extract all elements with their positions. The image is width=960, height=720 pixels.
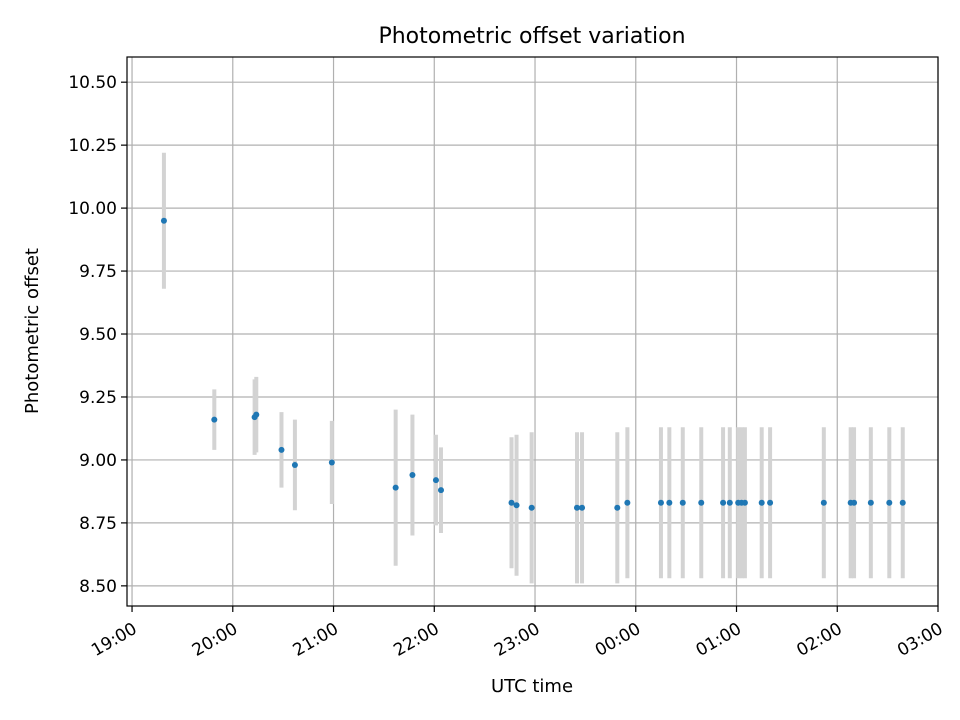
data-point: [624, 499, 631, 506]
x-tick-label: 21:00: [290, 619, 342, 661]
plot-frame: [126, 56, 939, 607]
data-point: [211, 416, 218, 423]
y-tick-label: 9.50: [79, 325, 117, 345]
y-tick-label: 9.25: [79, 388, 117, 408]
x-tick-label: 19:00: [88, 619, 140, 661]
y-axis: 8.50 8.75 9.00 9.25 9.50 9.75 10.00 10.25 10.50: [68, 73, 127, 597]
data-point: [573, 504, 580, 511]
data-points: [160, 217, 906, 511]
chart-title: Photometric offset variation: [378, 24, 685, 49]
data-point: [886, 499, 893, 506]
x-tick-label: 00:00: [592, 619, 644, 661]
data-point: [720, 499, 727, 506]
y-tick-label: 9.00: [79, 451, 117, 471]
data-point: [409, 472, 416, 479]
x-tick-label: 01:00: [693, 619, 745, 661]
data-point: [528, 504, 535, 511]
data-point: [278, 446, 285, 453]
data-point: [291, 461, 298, 468]
data-point: [820, 499, 827, 506]
data-point: [513, 502, 520, 509]
data-point: [392, 484, 399, 491]
data-point: [328, 459, 335, 466]
x-tick-label: 23:00: [491, 619, 543, 661]
data-point: [437, 487, 444, 494]
data-point: [679, 499, 686, 506]
data-point: [851, 499, 858, 506]
data-point: [698, 499, 705, 506]
data-point: [767, 499, 774, 506]
error-bars: [161, 152, 905, 584]
x-axis-label: UTC time: [491, 676, 573, 697]
data-point: [758, 499, 765, 506]
y-tick-label: 8.50: [79, 577, 117, 597]
y-tick-label: 8.75: [79, 514, 117, 534]
y-tick-label: 9.75: [79, 262, 117, 282]
y-tick-label: 10.50: [68, 73, 117, 93]
data-point: [867, 499, 874, 506]
data-point: [666, 499, 673, 506]
x-axis: 19:00 20:00 21:00 22:00 23:00 00:00 01:00 02:00…: [88, 606, 947, 661]
data-point: [579, 504, 586, 511]
data-point: [432, 477, 439, 484]
x-tick-label: 22:00: [390, 619, 442, 661]
data-point: [899, 499, 906, 506]
x-tick-label: 02:00: [793, 619, 845, 661]
data-point: [614, 504, 621, 511]
data-point: [508, 499, 515, 506]
data-point: [726, 499, 733, 506]
y-tick-label: 10.00: [68, 199, 117, 219]
data-point: [253, 411, 260, 418]
y-axis-label: Photometric offset: [22, 248, 43, 414]
x-tick-label: 20:00: [189, 619, 241, 661]
data-point: [657, 499, 664, 506]
data-point: [160, 217, 167, 224]
grid: [127, 57, 939, 606]
x-tick-label: 03:00: [894, 619, 946, 661]
y-tick-label: 10.25: [68, 136, 117, 156]
data-point: [741, 499, 748, 506]
